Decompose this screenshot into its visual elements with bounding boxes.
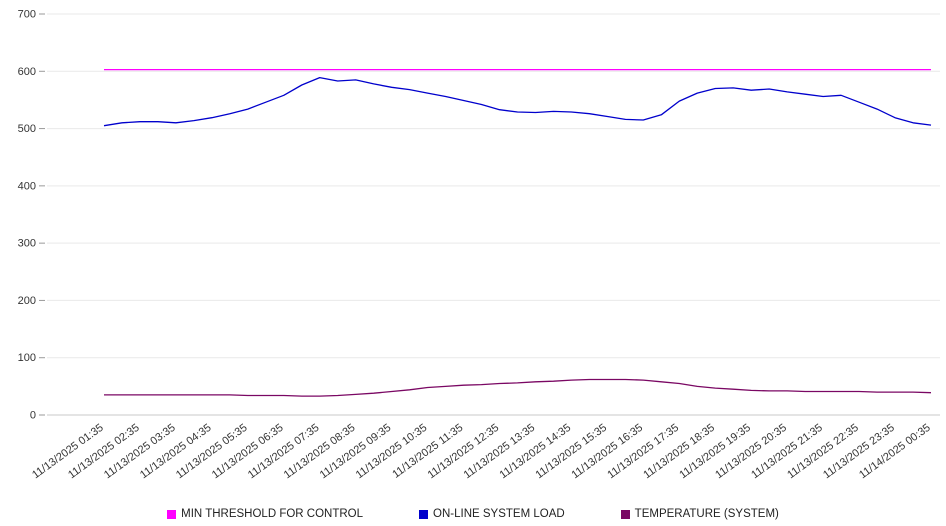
series-on-line-system-load [103, 76, 932, 127]
y-axis-tick-label: 700 [18, 9, 36, 21]
series-temperature-system- [104, 378, 932, 397]
legend-label-temperature: TEMPERATURE (SYSTEM) [634, 508, 779, 520]
legend-label-min-threshold: MIN THRESHOLD FOR CONTROL [181, 508, 364, 520]
legend-item-system-load: ON-LINE SYSTEM LOAD [419, 508, 565, 520]
legend-swatch-temperature [620, 509, 630, 519]
legend-swatch-system-load [419, 509, 429, 519]
legend-item-min-threshold: MIN THRESHOLD FOR CONTROL [167, 508, 363, 520]
legend-item-temperature: TEMPERATURE (SYSTEM) [620, 508, 779, 520]
y-axis-tick-label: 600 [18, 66, 36, 78]
y-axis-tick-label: 0 [30, 410, 36, 422]
y-axis-tick-label: 100 [18, 352, 36, 364]
legend-swatch-min-threshold [167, 509, 177, 519]
y-axis-tick-label: 200 [18, 295, 36, 307]
y-axis-tick-label: 500 [18, 123, 36, 135]
legend: MIN THRESHOLD FOR CONTROL ON-LINE SYSTEM… [0, 508, 946, 520]
y-axis-tick-label: 400 [18, 180, 36, 192]
y-axis-tick-label: 300 [18, 238, 36, 250]
legend-label-system-load: ON-LINE SYSTEM LOAD [433, 508, 565, 520]
